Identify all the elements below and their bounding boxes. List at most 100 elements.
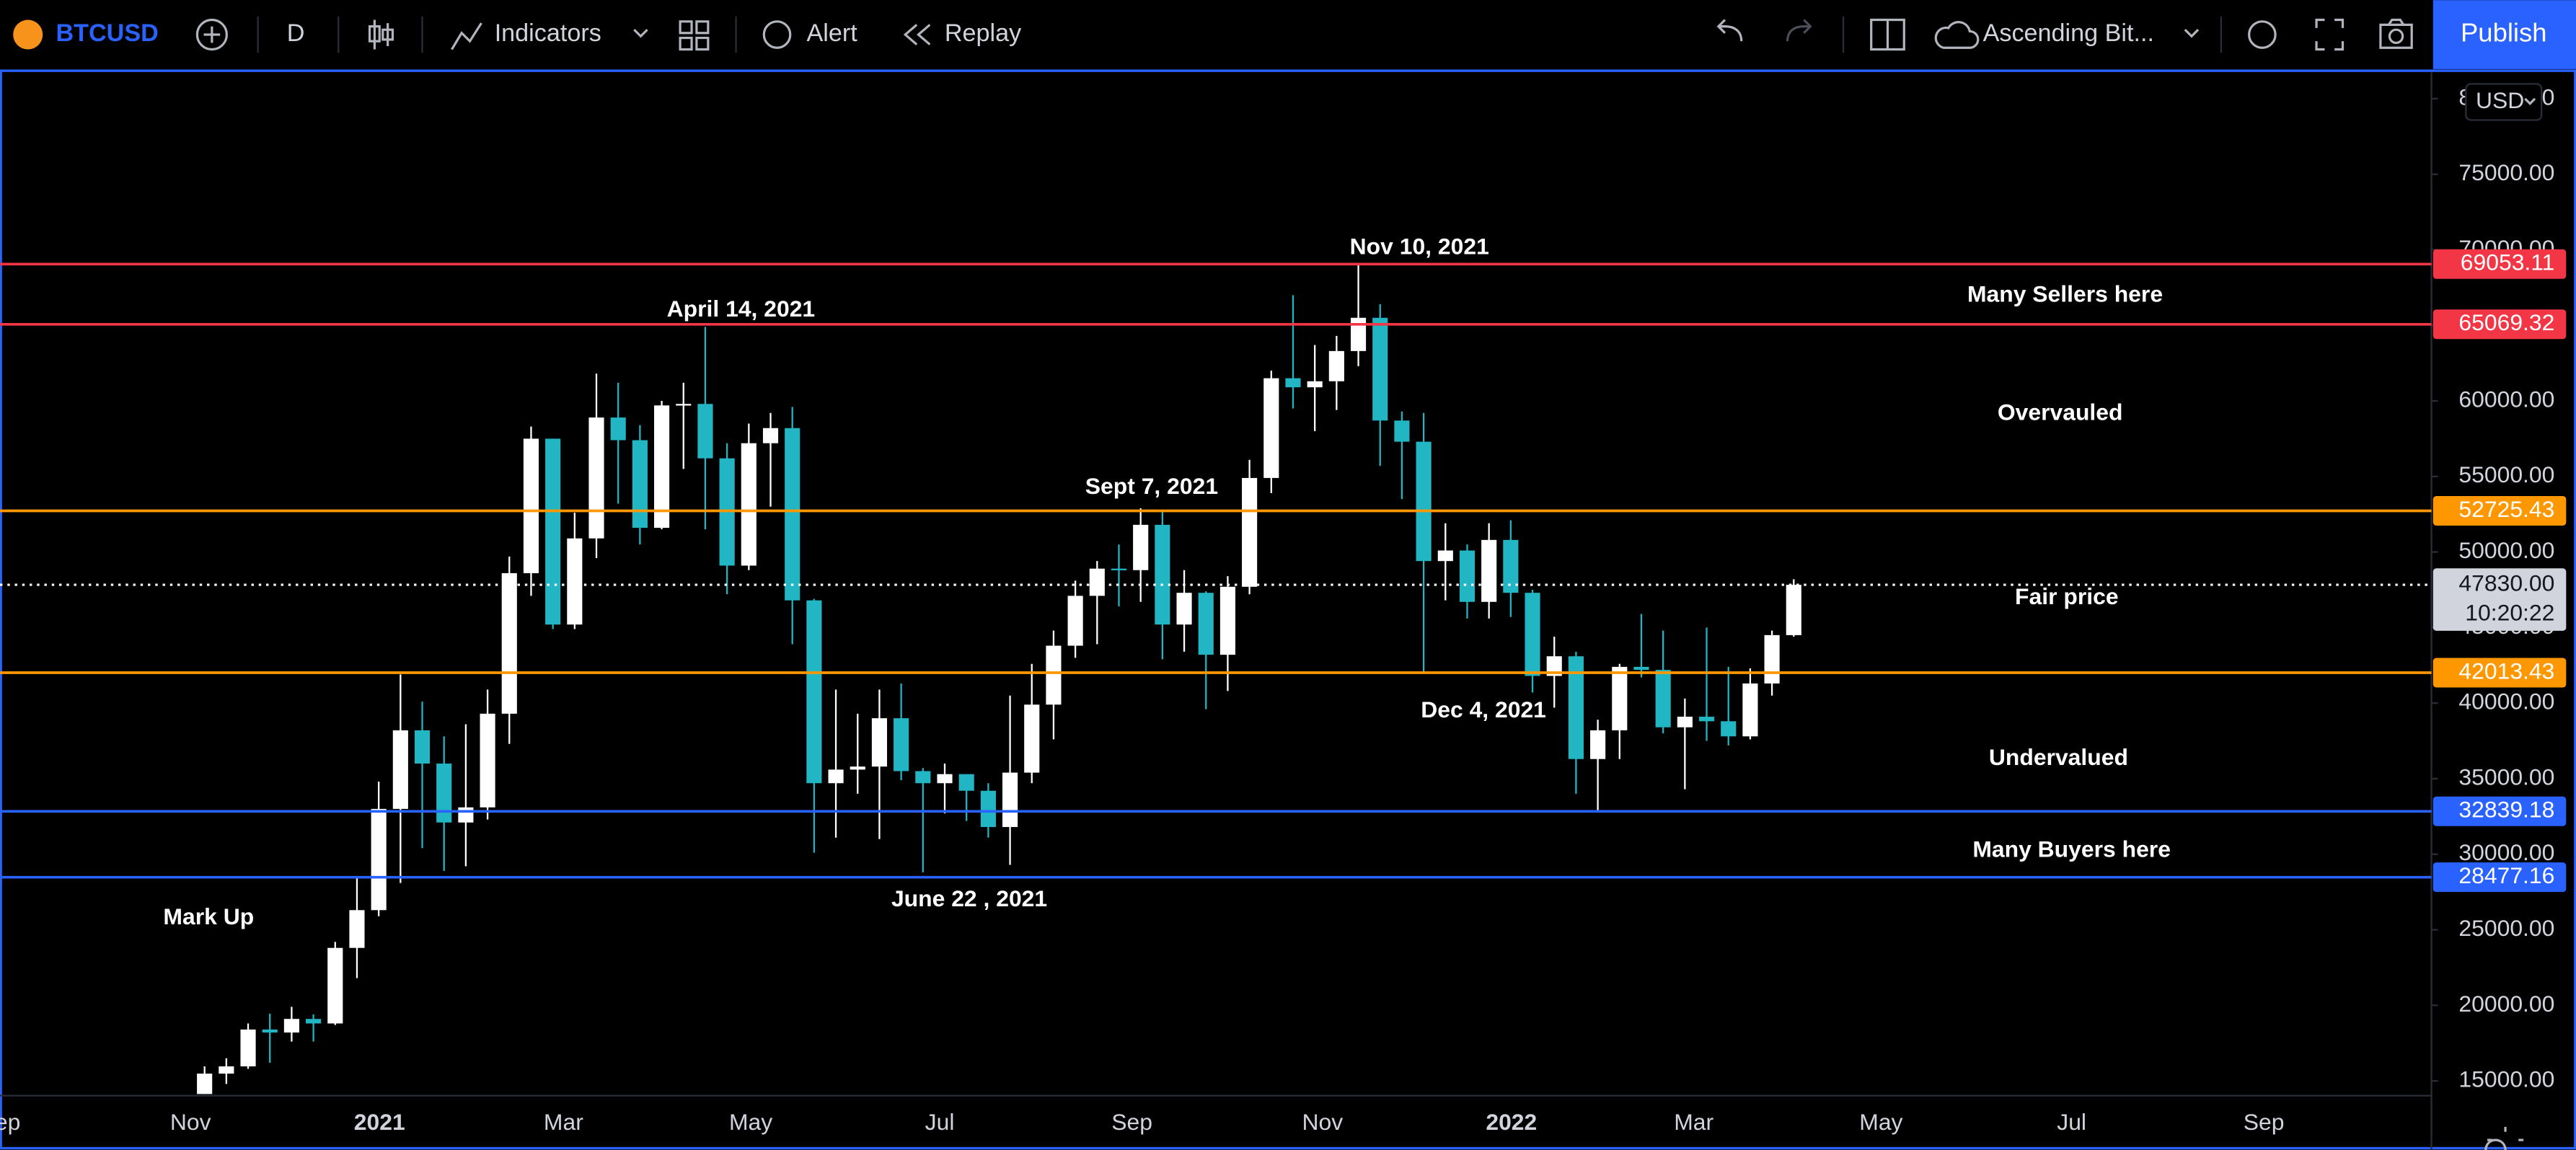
publish[interactable]: Publish (2461, 18, 2547, 48)
candle (676, 382, 692, 469)
candle-body (1307, 381, 1323, 388)
candle (392, 674, 408, 883)
candle-body (980, 790, 996, 828)
candle (1089, 561, 1105, 645)
candle-body (1612, 666, 1628, 730)
candle (349, 878, 365, 978)
btc-icon[interactable] (13, 19, 43, 50)
candle (1416, 412, 1432, 673)
interval[interactable]: D (287, 19, 305, 47)
y-tick-label: 35000.00 (2458, 764, 2554, 789)
candle-body (1024, 704, 1040, 773)
candle (306, 1014, 322, 1042)
candle (545, 438, 561, 629)
candle-body (240, 1029, 256, 1067)
candle-body (1046, 645, 1062, 705)
y-tick-label: 15000.00 (2458, 1066, 2554, 1092)
publish-button[interactable] (2432, 0, 2576, 69)
chart-frame (0, 69, 2576, 1150)
candle-body (806, 600, 822, 784)
candle (219, 1058, 234, 1084)
level-price-box (2432, 309, 2567, 340)
dropdown[interactable] (633, 29, 648, 38)
candle-body (306, 1019, 322, 1024)
fullscreen[interactable] (2315, 18, 2345, 51)
chart-type[interactable] (368, 19, 394, 50)
y-tick-label: 55000.00 (2458, 461, 2554, 487)
candle-body (1459, 550, 1476, 602)
level-price-box (2432, 862, 2567, 893)
currency-button[interactable]: USD (2465, 83, 2543, 121)
candle (1698, 627, 1715, 741)
level-price-label: 42013.43 (2458, 658, 2554, 684)
candle (588, 373, 604, 558)
y-tick-label: 40000.00 (2458, 689, 2554, 715)
candle-body (1546, 656, 1562, 676)
annotation: Many Sellers here (1967, 281, 2163, 307)
overlay: 15000.00 20000.00 25000.00 30000.00 35000.00… (0, 83, 2567, 1135)
candle (1612, 663, 1628, 759)
candle-body (1698, 717, 1715, 722)
x-tick-label: 2022 (1486, 1109, 1537, 1135)
redo[interactable] (1786, 19, 1812, 42)
candle-body (785, 428, 800, 601)
candle-body (1525, 593, 1540, 676)
candle (262, 1013, 278, 1063)
candle (894, 683, 909, 781)
currency-chevron (2524, 97, 2536, 105)
alert[interactable]: Alert (807, 19, 858, 47)
candle (1328, 335, 1344, 410)
candle (501, 556, 517, 744)
candle (1372, 304, 1388, 466)
layout-icon[interactable] (1870, 18, 1905, 51)
cloud-icon[interactable] (1934, 21, 1980, 49)
templates[interactable] (679, 20, 710, 51)
annotation: June 22 , 2021 (891, 885, 1047, 911)
level-price-label: 69053.11 (2461, 249, 2555, 275)
candle-body (871, 718, 888, 767)
x-tick-label: Sep (0, 1109, 20, 1135)
annotation: Undervalued (1989, 744, 2128, 770)
replay[interactable]: Replay (945, 19, 1022, 47)
candle (1590, 720, 1606, 810)
candle (1633, 614, 1649, 678)
y-tick-label: 50000.00 (2458, 537, 2554, 563)
candle-body (1786, 585, 1801, 635)
candle-body (545, 438, 561, 625)
candle-body (654, 405, 670, 528)
annotation: Nov 10, 2021 (1350, 234, 1489, 260)
candle (1568, 651, 1584, 794)
candle-body (697, 404, 713, 459)
candle-body (1481, 539, 1497, 602)
candle (1525, 590, 1540, 693)
dropdown[interactable] (2184, 29, 2200, 38)
replay-icon[interactable] (903, 24, 931, 45)
annotation: Overvauled (1998, 399, 2123, 425)
candle-body (610, 417, 626, 441)
layout-name[interactable]: Ascending Bit... (1983, 19, 2154, 47)
alert-icon[interactable] (762, 20, 792, 49)
indicators-icon[interactable] (451, 22, 482, 50)
level-price-box (2432, 658, 2567, 688)
symbol[interactable]: BTCUSD (56, 19, 158, 47)
candle-body (458, 807, 474, 823)
candle-body (1677, 717, 1693, 727)
candle (1350, 264, 1367, 366)
candle (1307, 345, 1323, 431)
candle (958, 774, 974, 821)
indicators[interactable]: Indicators (495, 19, 601, 47)
screenshot[interactable] (2379, 18, 2413, 49)
axis-settings[interactable] (2484, 1126, 2524, 1150)
undo[interactable] (1716, 19, 1743, 42)
candle-body (632, 440, 648, 528)
annotation: Fair price (2015, 583, 2119, 609)
x-tick-label: Mar (544, 1109, 583, 1135)
candle-body (1633, 666, 1649, 671)
level-price-label: 32839.18 (2458, 797, 2554, 823)
candle (480, 689, 495, 820)
candle (1198, 591, 1214, 709)
add-symbol[interactable] (195, 18, 228, 51)
candle (1046, 630, 1062, 740)
settings[interactable] (2248, 20, 2277, 49)
x-tick-label: 2021 (354, 1109, 405, 1135)
